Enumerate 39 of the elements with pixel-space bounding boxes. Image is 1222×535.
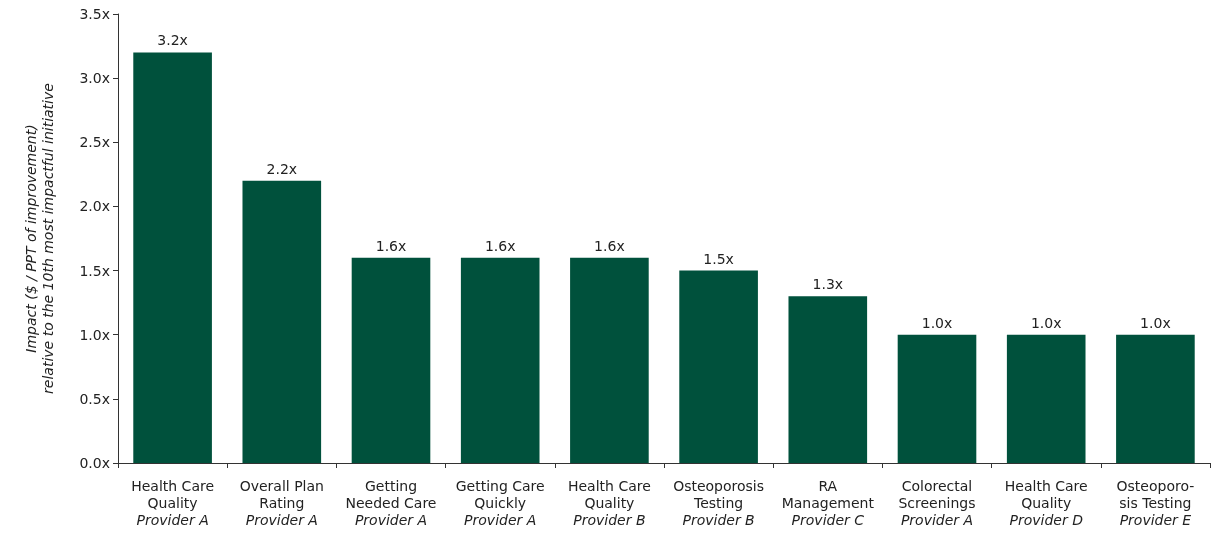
data-label: 1.0x: [1030, 314, 1062, 331]
y-tick-label: 1.5x: [79, 262, 110, 279]
x-tick-label: Getting Needed Care Provider A: [345, 477, 437, 528]
bar: [1116, 334, 1195, 463]
y-tick-label: 0.0x: [79, 455, 110, 471]
x-tick-label: RA Management Provider C: [781, 477, 875, 528]
y-tick-label: 2.0x: [79, 198, 110, 215]
data-label: 1.6x: [484, 237, 516, 254]
y-tick-label: 3.0x: [79, 70, 110, 87]
bar: [133, 52, 212, 463]
bar: [1006, 334, 1086, 463]
data-label: 1.0x: [1140, 314, 1171, 331]
bar: [570, 257, 649, 463]
x-tick-label: Overall Plan Rating Provider A: [239, 477, 324, 528]
x-tick-label: Osteoporo- sis Testing Provider E: [1116, 477, 1195, 528]
data-label: 1.6x: [375, 237, 407, 254]
data-label: 3.2x: [157, 32, 188, 49]
x-tick-label: Health Care Quality Provider A: [131, 477, 215, 528]
bar: [351, 257, 431, 463]
bar: [242, 180, 322, 463]
data-label: 1.3x: [812, 276, 844, 293]
data-label: 2.2x: [266, 160, 298, 177]
data-label: 1.5x: [703, 250, 734, 267]
y-tick-label: 1.0x: [79, 326, 110, 343]
bar: [679, 270, 758, 463]
data-label: 1.0x: [921, 314, 953, 331]
y-tick-label: 2.5x: [79, 134, 110, 151]
x-tick-label: Getting Care Quickly Provider A: [455, 477, 545, 528]
bar: [897, 334, 977, 463]
x-tick-label: Osteoporosis Testing Provider B: [673, 477, 765, 528]
x-tick-label: Colorectal Screenings Provider A: [898, 477, 976, 528]
bar: [788, 296, 868, 463]
x-tick-label: Health Care Quality Provider B: [567, 477, 651, 528]
y-tick-label: 3.5x: [79, 6, 110, 22]
y-tick-label: 0.5x: [79, 390, 110, 407]
data-label: 1.6x: [594, 237, 625, 254]
x-tick-label: Health Care Quality Provider D: [1004, 477, 1088, 528]
y-axis-title: Impact ($ / PPT of improvement) relative to the 10th most impactful initiative: [22, 83, 56, 394]
bar: [460, 257, 540, 463]
